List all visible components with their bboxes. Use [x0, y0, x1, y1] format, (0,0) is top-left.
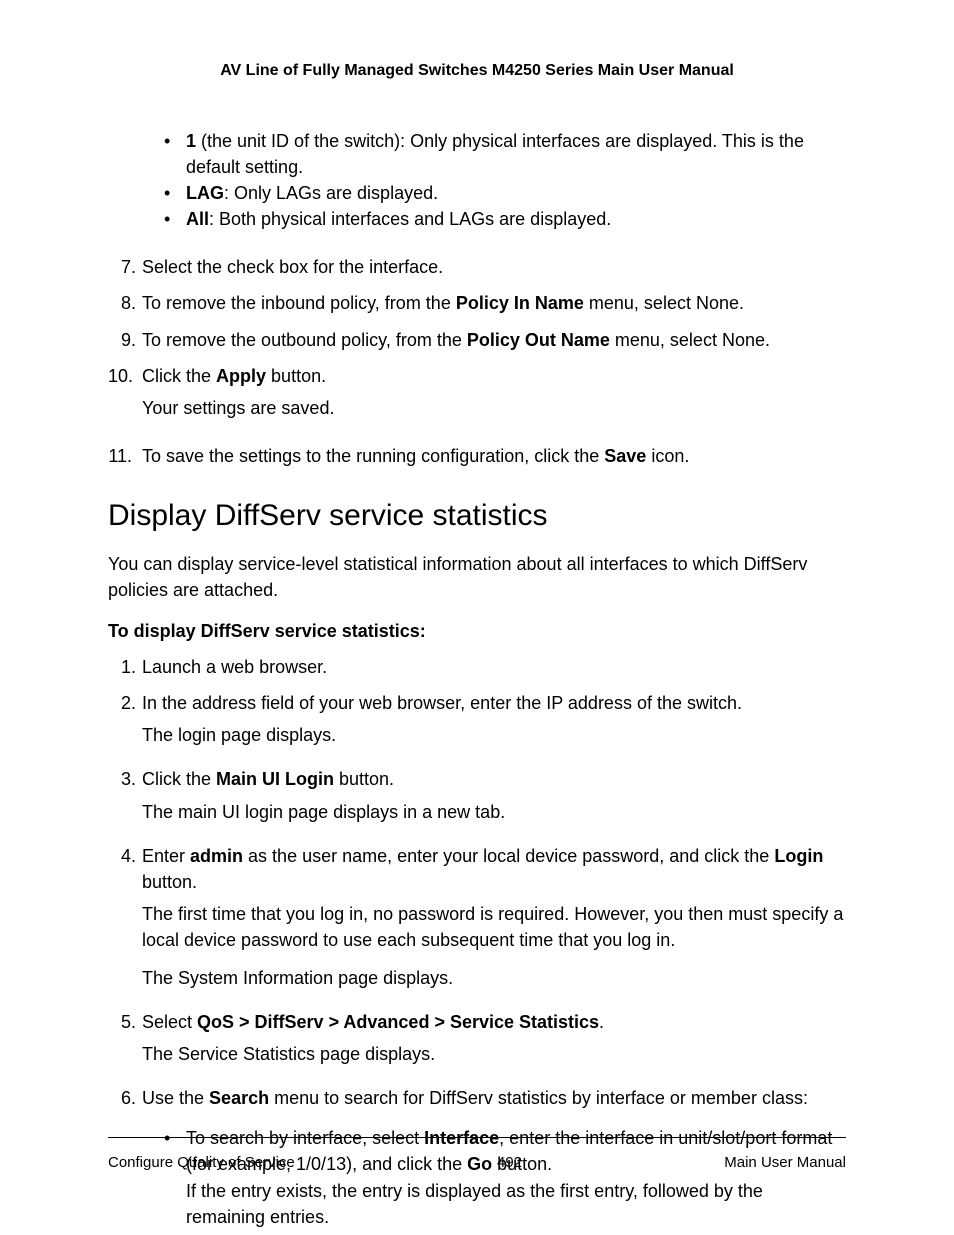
step-number: 9. [108, 327, 136, 353]
option-bullet-list: 1 (the unit ID of the switch): Only phys… [164, 128, 846, 232]
step-item: 7. Select the check box for the interfac… [108, 254, 846, 280]
step-number: 6. [108, 1085, 136, 1111]
bullet-text: (the unit ID of the switch): Only physic… [186, 131, 804, 177]
step-bold: Policy Out Name [467, 330, 610, 350]
step-bold: Main UI Login [216, 769, 334, 789]
continued-steps: 7. Select the check box for the interfac… [108, 254, 846, 469]
step-number: 11. [108, 443, 132, 469]
step-post: button. [334, 769, 394, 789]
step-item: 9. To remove the outbound policy, from t… [108, 327, 846, 353]
step-result: Your settings are saved. [142, 395, 846, 421]
step-pre: Click the [142, 366, 216, 386]
step-item: 4. Enter admin as the user name, enter y… [108, 843, 846, 991]
bullet-item: LAG: Only LAGs are displayed. [164, 180, 846, 206]
footer-rule [108, 1137, 846, 1138]
step-number: 2. [108, 690, 136, 716]
step-post: button. [266, 366, 326, 386]
step-pre: To remove the inbound policy, from the [142, 293, 456, 313]
step-bold: admin [190, 846, 243, 866]
bullet-lead: LAG [186, 183, 224, 203]
step-number: 7. [108, 254, 136, 280]
step-item: 3. Click the Main UI Login button. The m… [108, 766, 846, 824]
step-item: 2. In the address field of your web brow… [108, 690, 846, 748]
step-post: . [599, 1012, 604, 1032]
page-footer: Configure Quality of Service 492 Main Us… [108, 1137, 846, 1171]
step-pre: Click the [142, 769, 216, 789]
bullet-lead: All [186, 209, 209, 229]
step-body: Select the check box for the interface. [142, 257, 443, 277]
step-body: In the address field of your web browser… [142, 693, 742, 713]
step-item: 8. To remove the inbound policy, from th… [108, 290, 846, 316]
step-number: 5. [108, 1009, 136, 1035]
step-mid: as the user name, enter your local devic… [243, 846, 774, 866]
footer-page-number: 492 [497, 1154, 522, 1171]
step-body: Launch a web browser. [142, 657, 327, 677]
step-result: The login page displays. [142, 722, 846, 748]
step-result: The Service Statistics page displays. [142, 1041, 846, 1067]
procedure-heading: To display DiffServ service statistics: [108, 621, 846, 642]
step-bold: QoS > DiffServ > Advanced > Service Stat… [197, 1012, 599, 1032]
bullet-item: 1 (the unit ID of the switch): Only phys… [164, 128, 846, 180]
step-pre: Enter [142, 846, 190, 866]
step-post: icon. [646, 446, 689, 466]
step-number: 3. [108, 766, 136, 792]
step-item: 5. Select QoS > DiffServ > Advanced > Se… [108, 1009, 846, 1067]
step-item: 1. Launch a web browser. [108, 654, 846, 680]
step-pre: To remove the outbound policy, from the [142, 330, 467, 350]
footer-left: Configure Quality of Service [108, 1154, 295, 1171]
step-note: The first time that you log in, no passw… [142, 901, 846, 953]
footer-right: Main User Manual [724, 1154, 846, 1171]
step-item: 11. To save the settings to the running … [108, 443, 846, 469]
bullet-text: : Only LAGs are displayed. [224, 183, 438, 203]
step-bold: Apply [216, 366, 266, 386]
manual-page: AV Line of Fully Managed Switches M4250 … [0, 0, 954, 1235]
bullet-text: : Both physical interfaces and LAGs are … [209, 209, 611, 229]
step-result: The System Information page displays. [142, 965, 846, 991]
step-post: button. [142, 872, 197, 892]
section-heading: Display DiffServ service statistics [108, 499, 846, 533]
step-pre: Select [142, 1012, 197, 1032]
step-post: menu, select None. [584, 293, 744, 313]
step-number: 8. [108, 290, 136, 316]
page-header-title: AV Line of Fully Managed Switches M4250 … [108, 62, 846, 80]
bullet-item: All: Both physical interfaces and LAGs a… [164, 206, 846, 232]
step-post: menu to search for DiffServ statistics b… [269, 1088, 808, 1108]
step-bold: Login [774, 846, 823, 866]
step-pre: To save the settings to the running conf… [142, 446, 604, 466]
step-pre: Use the [142, 1088, 209, 1108]
bullet-continuation: If the entry exists, the entry is displa… [186, 1178, 846, 1230]
section-intro: You can display service-level statistica… [108, 551, 846, 603]
step-item: 10. Click the Apply button. Your setting… [108, 363, 846, 421]
footer-row: Configure Quality of Service 492 Main Us… [108, 1154, 846, 1171]
step-bold: Policy In Name [456, 293, 584, 313]
step-result: The main UI login page displays in a new… [142, 799, 846, 825]
step-bold: Save [604, 446, 646, 466]
step-post: menu, select None. [610, 330, 770, 350]
step-number: 1. [108, 654, 136, 680]
bullet-lead: 1 [186, 131, 196, 151]
step-number: 4. [108, 843, 136, 869]
step-number: 10. [108, 363, 132, 389]
step-bold: Search [209, 1088, 269, 1108]
